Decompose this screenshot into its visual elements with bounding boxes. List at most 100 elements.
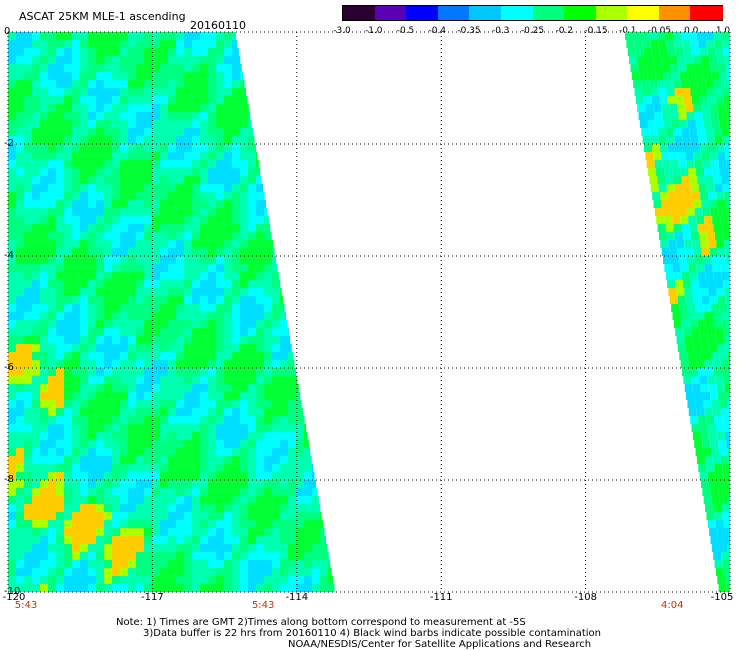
- swath-cell: [712, 264, 721, 272]
- swath-cell: [136, 400, 144, 408]
- swath-cell: [96, 424, 104, 432]
- swath-cell: [659, 48, 668, 56]
- swath-cell: [200, 176, 208, 184]
- swath-cell: [248, 312, 256, 320]
- swath-cell: [160, 352, 168, 360]
- swath-cell: [96, 296, 104, 304]
- swath-cell: [280, 392, 288, 400]
- swath-cell: [240, 248, 248, 256]
- swath-cell: [272, 536, 280, 544]
- swath-cell: [72, 232, 80, 240]
- swath-cell: [144, 352, 152, 360]
- swath-cell: [24, 576, 32, 584]
- swath-cell: [673, 128, 682, 136]
- swath-cell: [168, 568, 176, 576]
- swath-cell: [232, 264, 240, 272]
- swath-cell: [16, 576, 24, 584]
- swath-cell: [648, 168, 657, 176]
- swath-cell: [663, 256, 671, 264]
- swath-cell: [8, 560, 16, 568]
- swath-cell: [80, 64, 88, 72]
- swath-cell: [80, 576, 88, 584]
- swath-cell: [112, 296, 120, 304]
- swath-cell: [256, 368, 264, 376]
- swath-cell: [120, 120, 128, 128]
- swath-cell: [224, 440, 232, 448]
- swath-cell: [48, 344, 56, 352]
- swath-cell: [240, 104, 248, 112]
- swath-cell: [232, 344, 240, 352]
- swath-cell: [678, 112, 687, 120]
- swath-cell: [176, 328, 184, 336]
- swath-cell: [168, 56, 176, 64]
- swath-cell: [64, 360, 72, 368]
- swath-cell: [232, 280, 240, 288]
- swath-cell: [248, 200, 256, 208]
- swath-cell: [80, 336, 88, 344]
- swath-cell: [160, 336, 168, 344]
- swath-cell: [710, 112, 719, 120]
- swath-cell: [721, 80, 730, 88]
- swath-cell: [128, 320, 136, 328]
- swath-cell: [128, 464, 136, 472]
- swath-cell: [685, 104, 694, 112]
- swath-cell: [288, 344, 292, 352]
- swath-cell: [160, 360, 168, 368]
- swath-cell: [80, 352, 88, 360]
- swath-cell: [152, 312, 160, 320]
- swath-cell: [208, 240, 216, 248]
- swath-cell: [176, 440, 184, 448]
- swath-cell: [200, 456, 208, 464]
- swath-cell: [684, 144, 692, 152]
- colorbar-tick-label: -1.0: [364, 26, 383, 36]
- swath-cell: [72, 72, 80, 80]
- swath-cell: [8, 176, 16, 184]
- swath-cell: [40, 192, 48, 200]
- swath-cell: [104, 192, 112, 200]
- swath-cell: [208, 200, 216, 208]
- swath-cell: [304, 464, 312, 472]
- swath-cell: [56, 448, 64, 456]
- swath-cell: [687, 352, 696, 360]
- swath-cell: [296, 384, 299, 392]
- swath-cell: [32, 80, 40, 88]
- swath-cell: [72, 120, 80, 128]
- swath-cell: [264, 568, 272, 576]
- swath-cell: [80, 456, 88, 464]
- swath-cell: [666, 40, 675, 48]
- swath-cell: [240, 408, 248, 416]
- swath-cell: [232, 560, 240, 568]
- swath-cell: [686, 208, 695, 216]
- swath-cell: [687, 400, 696, 408]
- swath-cell: [88, 544, 96, 552]
- swath-cell: [192, 208, 200, 216]
- swath-cell: [136, 520, 144, 528]
- swath-cell: [8, 544, 16, 552]
- swath-cell: [224, 336, 232, 344]
- swath-cell: [104, 384, 112, 392]
- swath-cell: [723, 568, 730, 576]
- swath-cell: [304, 472, 312, 480]
- swath-cell: [694, 392, 703, 400]
- swath-cell: [128, 488, 136, 496]
- swath-cell: [184, 512, 192, 520]
- swath-cell: [208, 552, 216, 560]
- swath-cell: [665, 224, 674, 232]
- swath-cell: [160, 104, 168, 112]
- swath-cell: [680, 216, 689, 224]
- swath-cell: [232, 96, 240, 104]
- swath-cell: [248, 120, 252, 128]
- swath-cell: [160, 128, 168, 136]
- swath-cell: [8, 200, 16, 208]
- swath-cell: [32, 328, 40, 336]
- swath-cell: [104, 424, 112, 432]
- swath-cell: [296, 416, 304, 424]
- swath-cell: [312, 568, 320, 576]
- swath-cell: [184, 408, 192, 416]
- swath-cell: [216, 136, 224, 144]
- swath-cell: [224, 472, 232, 480]
- swath-cell: [647, 120, 656, 128]
- swath-cell: [24, 360, 32, 368]
- swath-cell: [40, 216, 48, 224]
- swath-cell: [160, 368, 168, 376]
